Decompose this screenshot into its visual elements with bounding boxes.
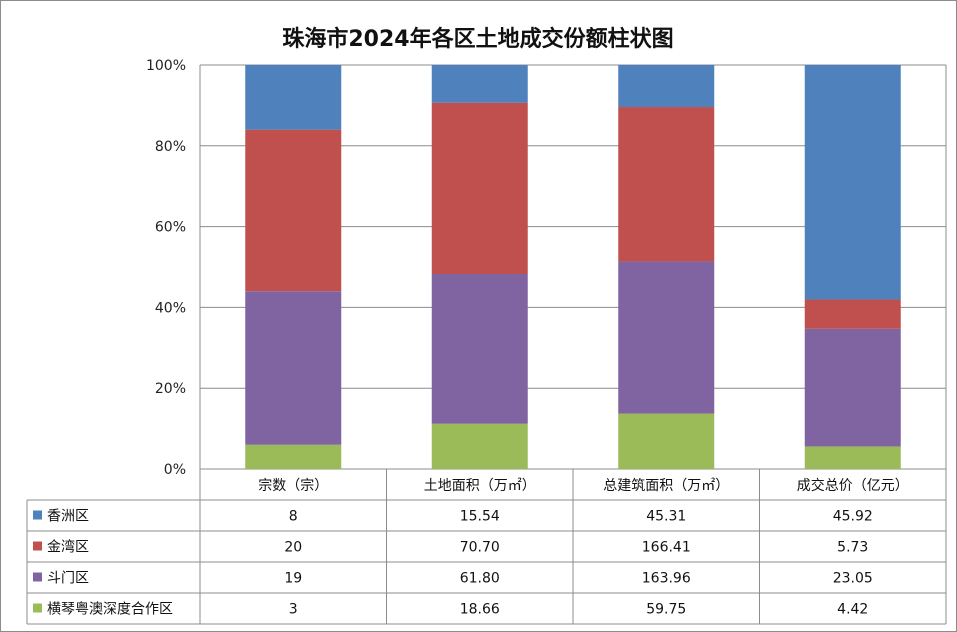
bar-segment [245,291,342,445]
bar-segment [804,65,901,300]
table-cell-value: 19 [284,571,302,587]
bar-segment [618,107,715,262]
table-cell-value: 3 [289,602,298,618]
table-cell-value: 4.42 [837,602,868,618]
bar-segment [245,65,342,130]
table-cell-value: 45.92 [833,509,873,525]
x-category-label: 宗数（宗） [258,478,328,494]
bar-segment [618,261,715,414]
y-tick-label: 100% [146,58,186,74]
y-tick-label: 0% [164,462,186,478]
legend-label: 斗门区 [47,571,89,587]
bar-segment [245,444,342,469]
bar-segment [245,129,342,292]
bar-segment [618,413,715,469]
x-category-label: 土地面积（万㎡） [424,478,536,494]
bar-segment [804,328,901,447]
bar-segment [618,65,715,108]
bar-segment [431,102,528,275]
table-cell-value: 20 [284,540,302,556]
bar-segment [431,423,528,469]
y-axis: 0% 20% 40% 60% 80% 100% [146,58,947,478]
legend-label: 香洲区 [47,509,89,525]
legend-label: 横琴粤澳深度合作区 [47,602,173,618]
x-category-label: 成交总价（亿元） [797,477,909,494]
chart-title: 珠海市2024年各区土地成交份额柱状图 [282,26,673,52]
table-cell-value: 70.70 [460,540,500,556]
legend-swatch [33,603,42,613]
table-cell-value: 5.73 [837,540,868,556]
data-table: 宗数（宗） 土地面积（万㎡） 总建筑面积（万㎡） 成交总价（亿元） 香洲区 8 15.54 4… [26,469,947,625]
y-tick-label: 80% [155,139,186,155]
bar-segment [431,274,528,424]
y-tick-label: 60% [155,220,186,236]
bar-segment [431,65,528,103]
x-category-label: 总建筑面积（万㎡） [603,478,729,494]
y-tick-label: 40% [155,300,186,316]
table-cell-value: 163.96 [642,571,691,587]
legend-label: 金湾区 [47,539,89,556]
table-cell-value: 61.80 [460,571,500,587]
legend-swatch [33,510,42,520]
table-cell-value: 8 [289,509,298,525]
table-cell-value: 15.54 [460,509,500,525]
legend-swatch [33,541,42,551]
table-cell-value: 166.41 [642,540,691,556]
legend-swatch [33,572,42,582]
table-cell-value: 45.31 [646,509,686,525]
table-cell-value: 18.66 [460,602,500,618]
bar-segment [804,446,901,469]
table-cell-value: 59.75 [646,602,686,618]
bars [245,65,901,469]
y-tick-label: 20% [155,381,186,397]
table-cell-value: 23.05 [833,571,873,587]
bar-segment [804,299,901,329]
